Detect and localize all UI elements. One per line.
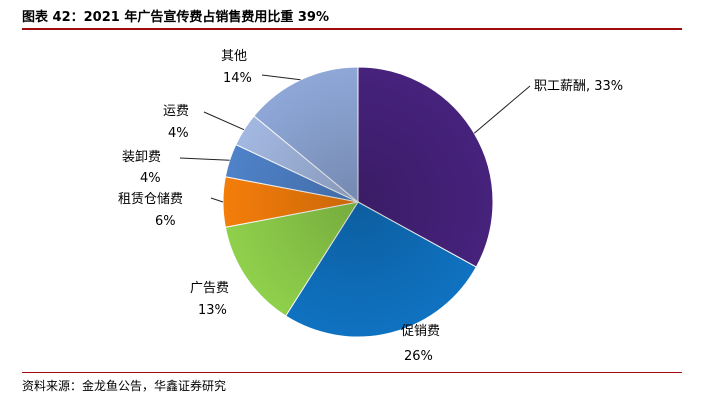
slice-value-promotion: 26% (404, 349, 433, 364)
leader-line-4 (179, 157, 230, 161)
source-note: 资料来源：金龙鱼公告，华鑫证券研究 (22, 379, 227, 393)
slice-name-other: 其他 (221, 49, 247, 64)
slice-value-other: 14% (223, 71, 252, 86)
leader-line-6 (261, 74, 301, 81)
leader-line-0 (473, 85, 531, 134)
slice-name-promotion: 促销费 (401, 324, 440, 339)
slice-name-rent-storage: 租赁仓储费 (118, 192, 183, 207)
source-bar: 资料来源：金龙鱼公告，华鑫证券研究 (22, 372, 682, 394)
slice-value-rent-storage: 6% (155, 214, 176, 229)
slice-name-advertising: 广告费 (190, 281, 229, 296)
figure-title: 图表 42：2021 年广告宣传费占销售费用比重 39% (22, 10, 329, 25)
slice-name-freight: 运费 (163, 104, 189, 119)
slice-name-handling: 装卸费 (122, 149, 161, 165)
leader-line-3 (210, 197, 224, 203)
slice-label-salary: 职工薪酬, 33% (534, 79, 623, 94)
title-bar: 图表 42：2021 年广告宣传费占销售费用比重 39% (22, 6, 682, 30)
slice-value-handling: 4% (140, 171, 161, 186)
leader-line-5 (203, 111, 245, 131)
slice-value-advertising: 13% (198, 303, 227, 318)
slice-value-freight: 4% (168, 126, 189, 141)
